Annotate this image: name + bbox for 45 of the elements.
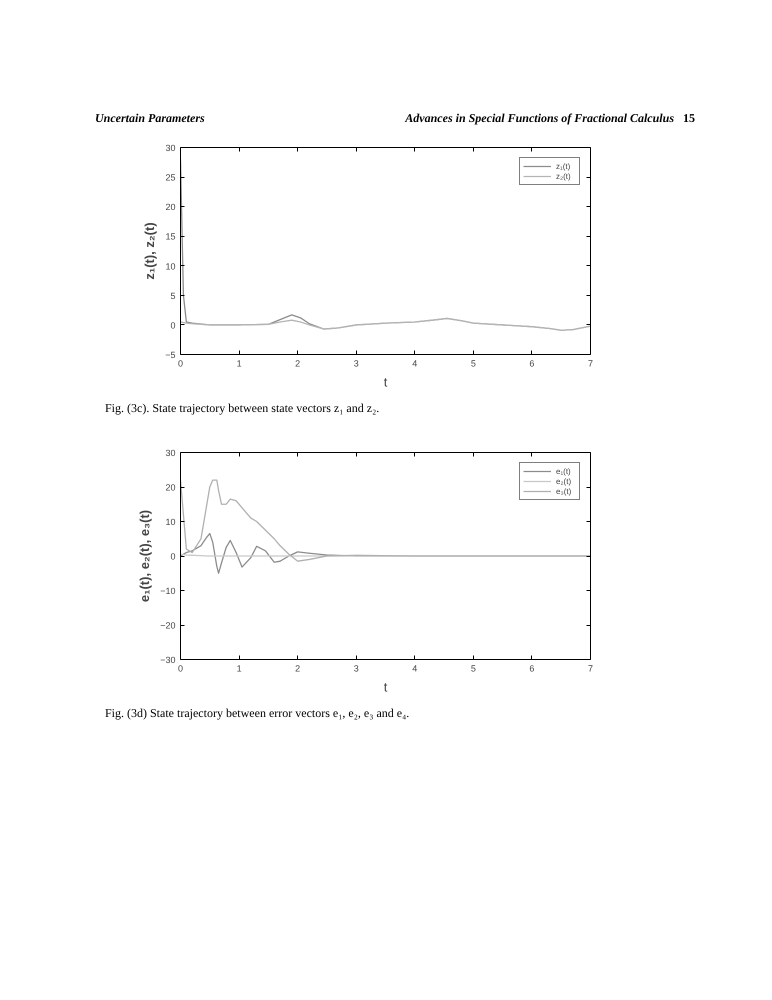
x-tick-label: 3 bbox=[354, 358, 359, 369]
legend-label: e₃(t) bbox=[556, 486, 572, 496]
x-tick-label: 3 bbox=[354, 664, 359, 674]
y-axis-title: z₁(t), z₂(t) bbox=[142, 222, 158, 280]
x-tick-label: 4 bbox=[412, 358, 418, 369]
x-tick-label: 1 bbox=[236, 358, 242, 369]
x-tick-label: 4 bbox=[412, 664, 418, 674]
y-tick-label: 10 bbox=[165, 261, 176, 272]
y-tick-label: −20 bbox=[160, 620, 176, 631]
text: Fig. (3c). State trajectory between state vectors z₁ and z₂. bbox=[105, 400, 380, 418]
y-tick-label: 15 bbox=[165, 232, 176, 242]
x-tick-label: 0 bbox=[178, 358, 184, 369]
y-tick-label: −5 bbox=[165, 350, 176, 360]
x-tick-label: 6 bbox=[529, 664, 534, 674]
text: Advances in Special Functions of Fractional Calculus bbox=[405, 111, 674, 125]
text: 15 bbox=[683, 111, 695, 125]
legend-label: e₁(t) bbox=[556, 466, 572, 476]
text: Fig. (3d) State trajectory between error vectors e₁, e₂, e₃ and e₄. bbox=[105, 705, 410, 722]
text: Uncertain Parameters bbox=[95, 110, 205, 127]
y-tick-label: 0 bbox=[170, 320, 176, 331]
x-tick-label: 2 bbox=[295, 358, 300, 369]
x-axis-title: t bbox=[384, 680, 388, 695]
y-tick-label: 20 bbox=[165, 202, 176, 212]
legend-label: e₂(t) bbox=[556, 476, 572, 486]
y-tick-label: 5 bbox=[170, 291, 176, 301]
y-tick-label: −10 bbox=[160, 586, 176, 596]
x-tick-label: 7 bbox=[588, 358, 594, 369]
y-tick-label: 25 bbox=[165, 172, 176, 183]
y-tick-label: 30 bbox=[165, 448, 176, 458]
y-tick-label: 30 bbox=[165, 143, 176, 154]
x-axis-title: t bbox=[384, 374, 388, 390]
x-tick-label: 0 bbox=[178, 664, 184, 674]
y-axis-title: e₁(t), e₂(t), e₃(t) bbox=[137, 510, 152, 602]
legend-label: z₁(t) bbox=[556, 162, 572, 171]
x-tick-label: 5 bbox=[470, 664, 476, 674]
legend-label: z₂(t) bbox=[556, 172, 572, 181]
x-tick-label: 5 bbox=[470, 358, 476, 369]
y-tick-label: 0 bbox=[170, 552, 176, 562]
x-tick-label: 1 bbox=[236, 664, 242, 674]
y-tick-label: 10 bbox=[165, 517, 176, 528]
x-tick-label: 6 bbox=[529, 358, 534, 369]
y-tick-label: 20 bbox=[165, 482, 176, 493]
x-tick-label: 2 bbox=[295, 664, 300, 674]
x-tick-label: 7 bbox=[588, 664, 594, 674]
y-tick-label: −30 bbox=[160, 655, 176, 666]
